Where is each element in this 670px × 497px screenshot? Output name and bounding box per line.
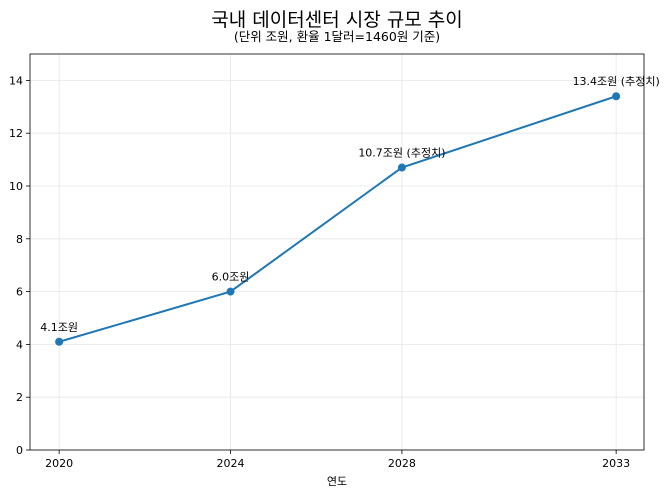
x-tick-label: 2024 — [217, 457, 245, 470]
data-label: 4.1조원 — [40, 321, 78, 334]
data-label: 6.0조원 — [212, 271, 250, 284]
y-tick-label: 12 — [9, 127, 23, 140]
x-tick-label: 2028 — [388, 457, 416, 470]
data-label: 10.7조원 (추정치) — [358, 147, 445, 160]
x-axis-label: 연도 — [327, 475, 347, 488]
y-tick-label: 14 — [9, 74, 23, 87]
data-point — [397, 163, 406, 172]
plot-area — [29, 53, 645, 451]
y-tick-label: 4 — [16, 338, 23, 351]
chart-subtitle: (단위 조원, 환율 1달러=1460원 기준) — [234, 29, 440, 44]
y-tick-label: 0 — [16, 444, 23, 457]
x-tick-label: 2020 — [45, 457, 73, 470]
chart-title: 국내 데이터센터 시장 규모 추이 — [211, 9, 462, 31]
data-point — [612, 92, 621, 101]
data-label: 13.4조원 (추정치) — [573, 75, 660, 88]
data-point — [226, 287, 235, 296]
y-tick-label: 10 — [9, 180, 23, 193]
y-tick-label: 8 — [16, 233, 23, 246]
data-point — [55, 337, 64, 346]
x-tick-label: 2033 — [602, 457, 630, 470]
y-tick-label: 6 — [16, 286, 23, 299]
series-line — [58, 95, 617, 343]
y-tick-label: 2 — [16, 391, 23, 404]
